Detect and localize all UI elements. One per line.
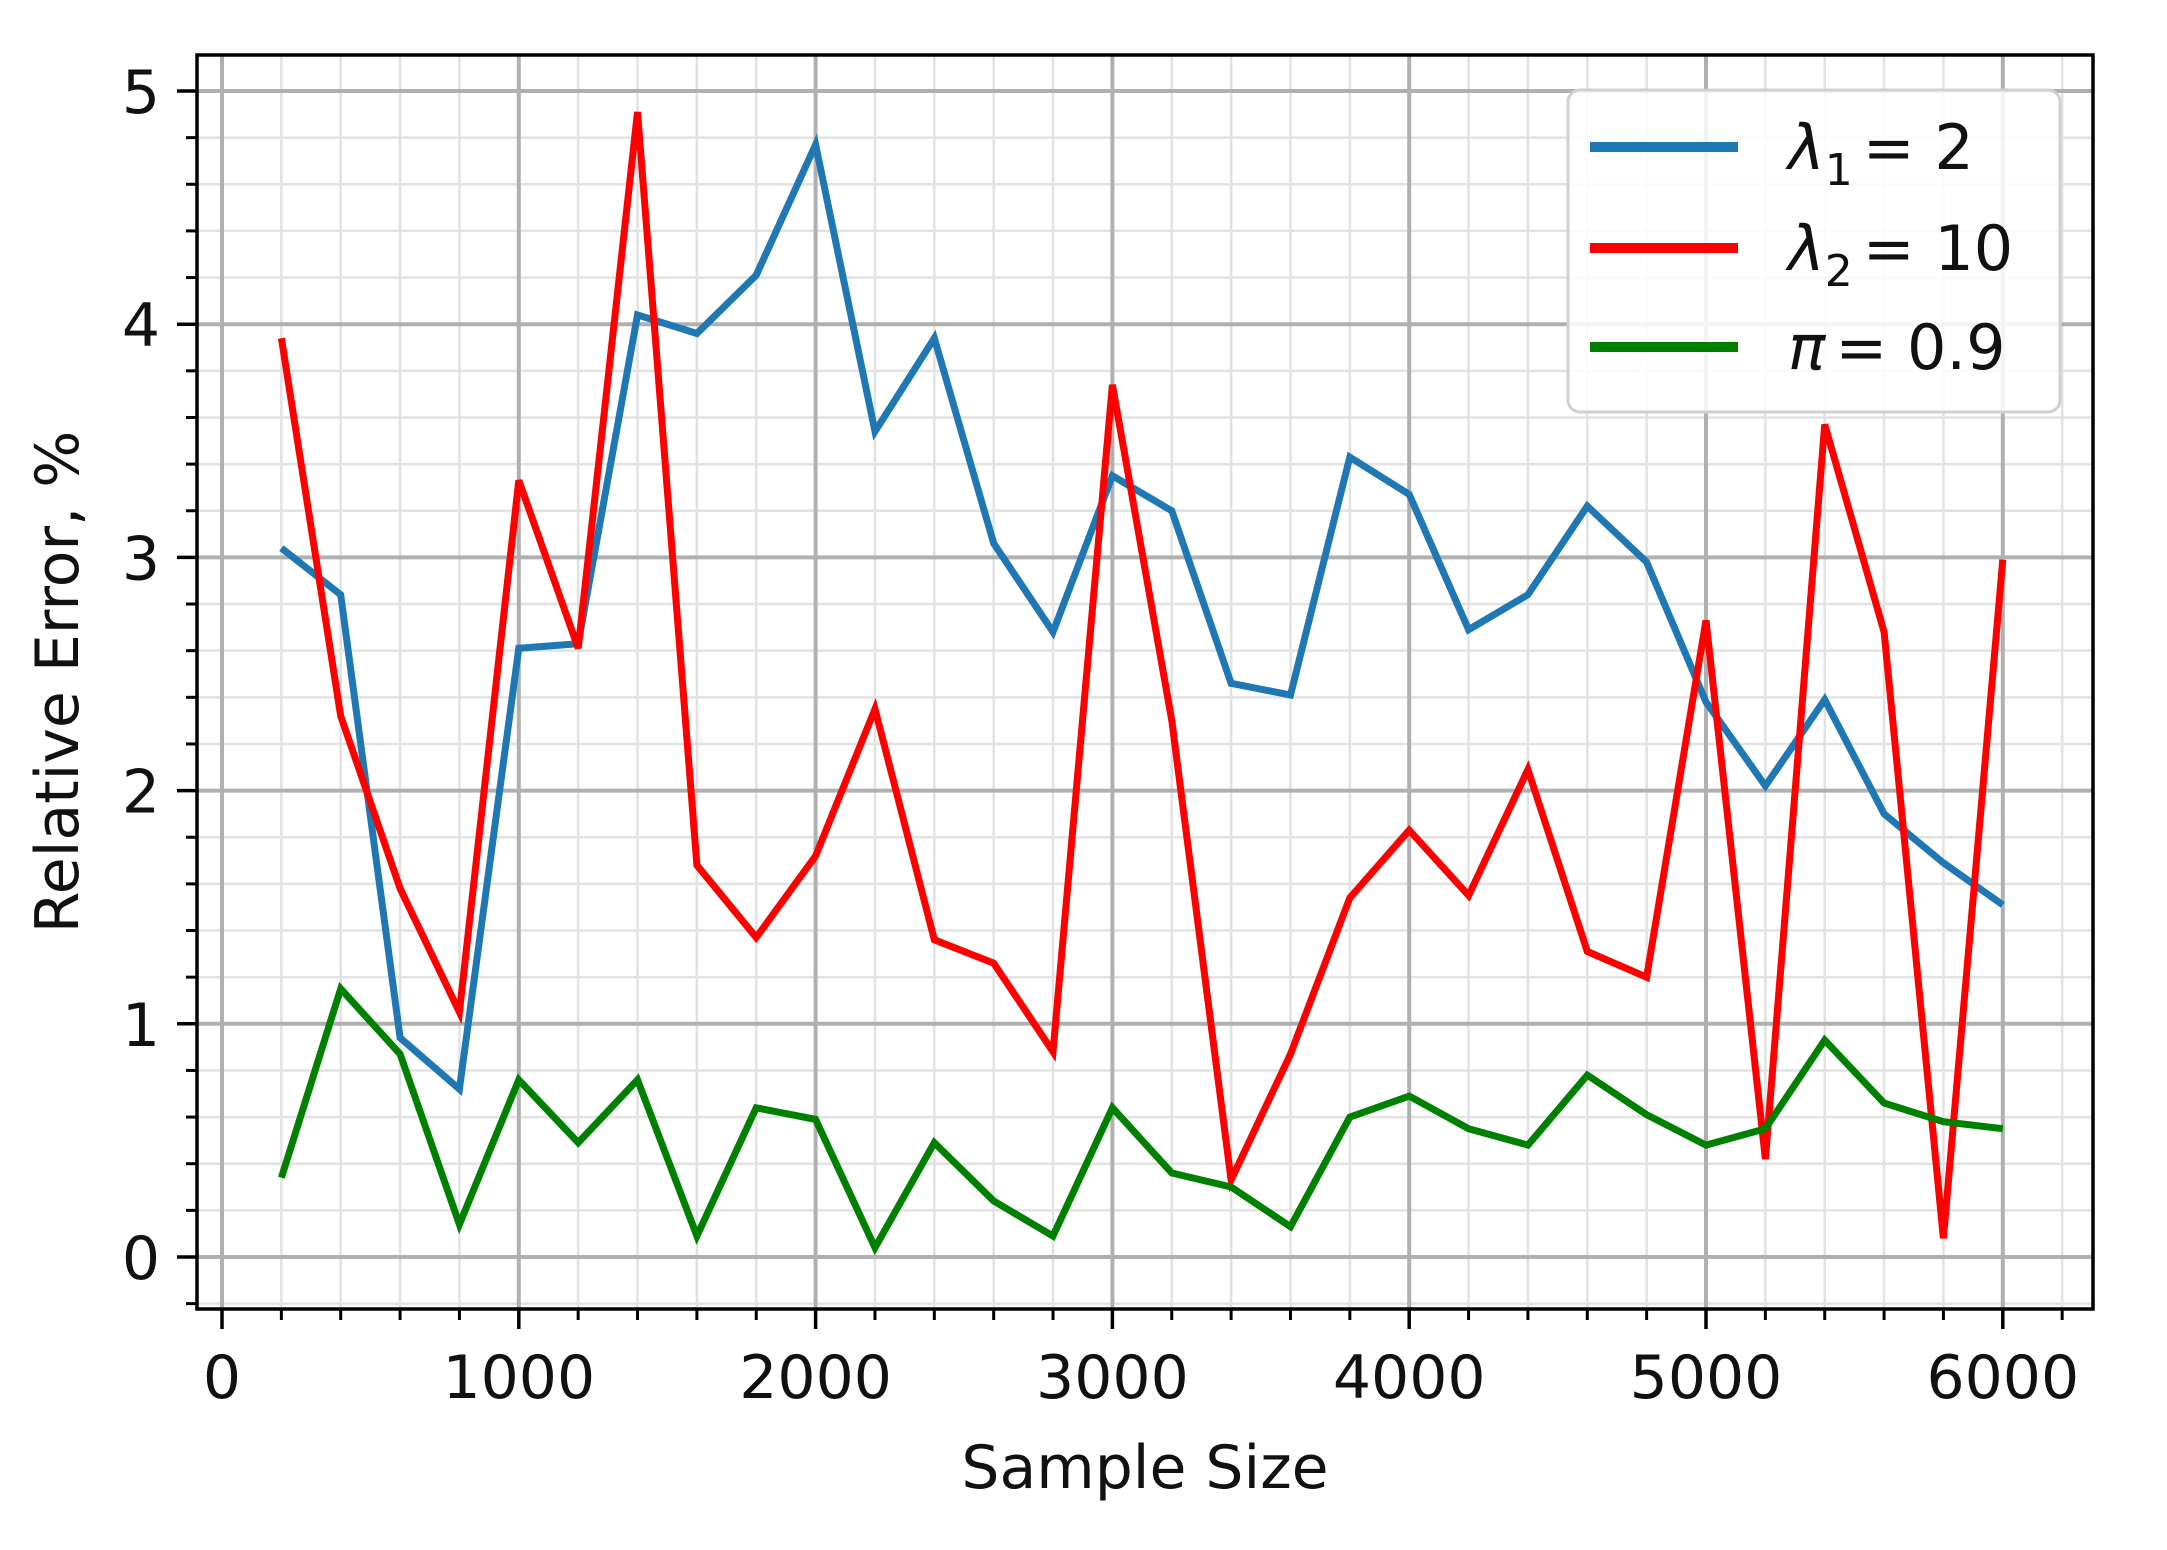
- legend: λ1 = 2 λ2 = 10 π = 0.9: [1566, 88, 2062, 414]
- legend-items: λ1 = 2 λ2 = 10 π = 0.9: [1590, 111, 2013, 384]
- legend-item-2: λ2 = 10: [1590, 212, 2013, 297]
- x-axis-label: Sample Size: [961, 1433, 1328, 1503]
- y-axis-tick-labels: 0 1 2 3 4 5: [122, 58, 160, 1294]
- x-tick-label: 6000: [1926, 1343, 2079, 1413]
- x-tick-label: 4000: [1333, 1343, 1486, 1413]
- legend-box: [1566, 88, 2062, 414]
- x-tick-label: 5000: [1630, 1343, 1783, 1413]
- legend-label: π = 0.9: [1788, 311, 2006, 384]
- x-tick-label: 3000: [1036, 1343, 1189, 1413]
- y-tick-label: 3: [122, 524, 160, 594]
- y-tick-label: 0: [122, 1224, 160, 1294]
- y-tick-label: 2: [122, 758, 160, 828]
- legend-label: λ2 = 10: [1785, 212, 2013, 297]
- legend-item-3: π = 0.9: [1590, 311, 2006, 384]
- y-tick-label: 5: [122, 58, 160, 128]
- legend-item-1: λ1 = 2: [1590, 111, 1974, 196]
- series-line-2: [277, 111, 2007, 1239]
- legend-label: λ1 = 2: [1785, 111, 1974, 196]
- plot-frame: [195, 53, 2095, 1311]
- y-tick-label: 1: [122, 991, 160, 1061]
- y-axis-label: Relative Error, %: [23, 431, 93, 933]
- y-tick-label: 4: [122, 291, 160, 361]
- x-tick-label: 0: [203, 1343, 241, 1413]
- axis-ticks: [177, 89, 2064, 1329]
- x-tick-label: 1000: [442, 1343, 595, 1413]
- x-axis-tick-labels: 0 1000 2000 3000 4000 5000 6000: [203, 1343, 2079, 1413]
- x-tick-label: 2000: [739, 1343, 892, 1413]
- series-lines: [277, 111, 2007, 1256]
- series-line-3: [278, 981, 2004, 1256]
